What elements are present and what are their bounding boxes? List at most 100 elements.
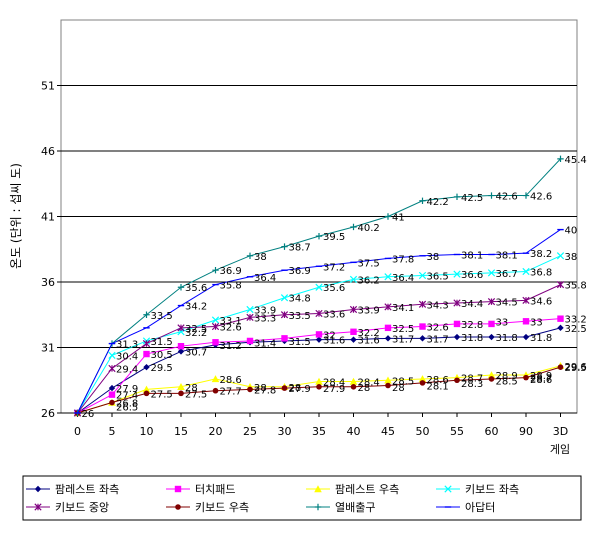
data-label: 33.5 [151,311,173,322]
data-point [384,273,392,281]
data-label: 31.7 [392,334,414,345]
x-tick-label: 0 [74,425,81,438]
x-tick-label: 3D [553,425,568,438]
data-label: 40 [565,226,578,237]
legend-label: 터치패드 [195,483,235,496]
data-label: 32.5 [392,324,414,335]
x-axis-ticks: 0 5 10 15 20 25 30 35 40 45 50 55 60 90 3D [74,413,568,438]
data-point [350,384,357,390]
data-point [314,485,322,493]
data-point [384,376,392,384]
data-point [108,391,116,398]
data-point [384,303,392,311]
data-point [557,364,564,370]
data-label: 36.7 [496,269,518,280]
data-point [175,504,181,510]
data-label: 45.4 [565,155,587,166]
data-label: 32 [323,330,336,341]
data-label: 28.5 [392,376,414,387]
data-point [419,335,426,342]
data-label: 32.2 [185,328,207,339]
data-label: 42.6 [530,192,552,203]
data-point [349,305,358,314]
data-point [247,386,253,393]
data-label: 38 [565,252,578,263]
series-square [74,315,564,417]
data-label: 38.2 [530,249,552,260]
data-point [350,328,357,335]
data-point [488,320,495,328]
data-label: 31.6 [323,336,345,347]
data-label: 38.1 [461,250,483,261]
y-tick-label: 41 [41,211,55,224]
data-label: 27.8 [254,385,276,396]
data-point [522,296,530,304]
data-label: 36.9 [220,266,242,277]
data-point [211,322,220,331]
data-point [174,485,182,493]
data-label: 36.4 [254,273,276,284]
data-label: 29.5 [151,363,173,374]
data-label: 28.3 [461,379,483,390]
data-label: 42.6 [496,192,518,203]
y-axis-title: 온도 (단위 : 섭씨 도) [9,163,23,269]
legend-item: 터치패드 [166,483,235,496]
data-label: 28.6 [220,375,242,386]
data-point [177,342,185,350]
legend-item: 팜레스트 좌측 [26,483,119,496]
data-point [143,350,150,358]
data-label: 31.6 [358,336,380,347]
data-label: 29.6 [565,362,587,373]
data-label: 28 [185,383,198,394]
data-point [418,300,427,308]
data-label: 34.8 [289,294,311,305]
data-label: 38 [254,252,267,263]
x-tick-label: 90 [519,425,533,438]
data-label: 30.5 [151,350,173,361]
legend-label: 아답터 [465,501,495,514]
data-label: 37.5 [358,258,380,269]
x-tick-label: 10 [140,425,154,438]
data-point [419,380,426,386]
data-point [349,377,358,385]
legend-item: 팜레스트 우측 [306,483,399,496]
data-label: 27.9 [323,384,345,395]
data-labels: 2631.330.429.427.927.426.826.533.531.530… [82,155,587,420]
data-point [315,309,323,318]
data-label: 42.2 [427,197,449,208]
data-label: 36.6 [461,270,483,281]
data-label: 30.4 [116,351,138,362]
data-point [350,223,357,231]
y-tick-label: 46 [41,145,55,158]
data-label: 32.5 [565,324,587,335]
legend-label: 팜레스트 좌측 [55,483,119,496]
data-point [453,333,461,341]
legend-item: 키보드 중앙 [26,501,109,514]
data-point [557,155,564,163]
data-point [315,331,323,338]
data-point [488,192,495,199]
data-label: 28.1 [427,381,449,392]
data-label: 31.8 [461,333,483,344]
data-point [246,305,254,314]
legend-item: 열배출구 [306,501,375,514]
data-point [177,284,185,291]
data-label: 29.4 [116,364,138,375]
data-label: 31.2 [220,341,242,352]
data-point [315,232,323,240]
data-point [523,374,529,381]
data-label: 42.5 [461,193,483,204]
y-tick-label: 36 [41,276,55,289]
y-axis-ticks: 26 31 36 41 46 51 [41,80,61,420]
data-point [143,390,150,397]
legend-label: 키보드 좌측 [465,483,519,496]
data-label: 33.3 [254,313,276,324]
data-point [143,311,150,318]
x-tick-label: 5 [109,425,116,438]
data-label: 35.8 [220,281,242,292]
data-label: 36.4 [392,273,414,284]
data-label: 26 [82,409,95,420]
data-point [142,385,151,393]
x-tick-label: 30 [278,425,292,438]
data-point [316,384,322,390]
